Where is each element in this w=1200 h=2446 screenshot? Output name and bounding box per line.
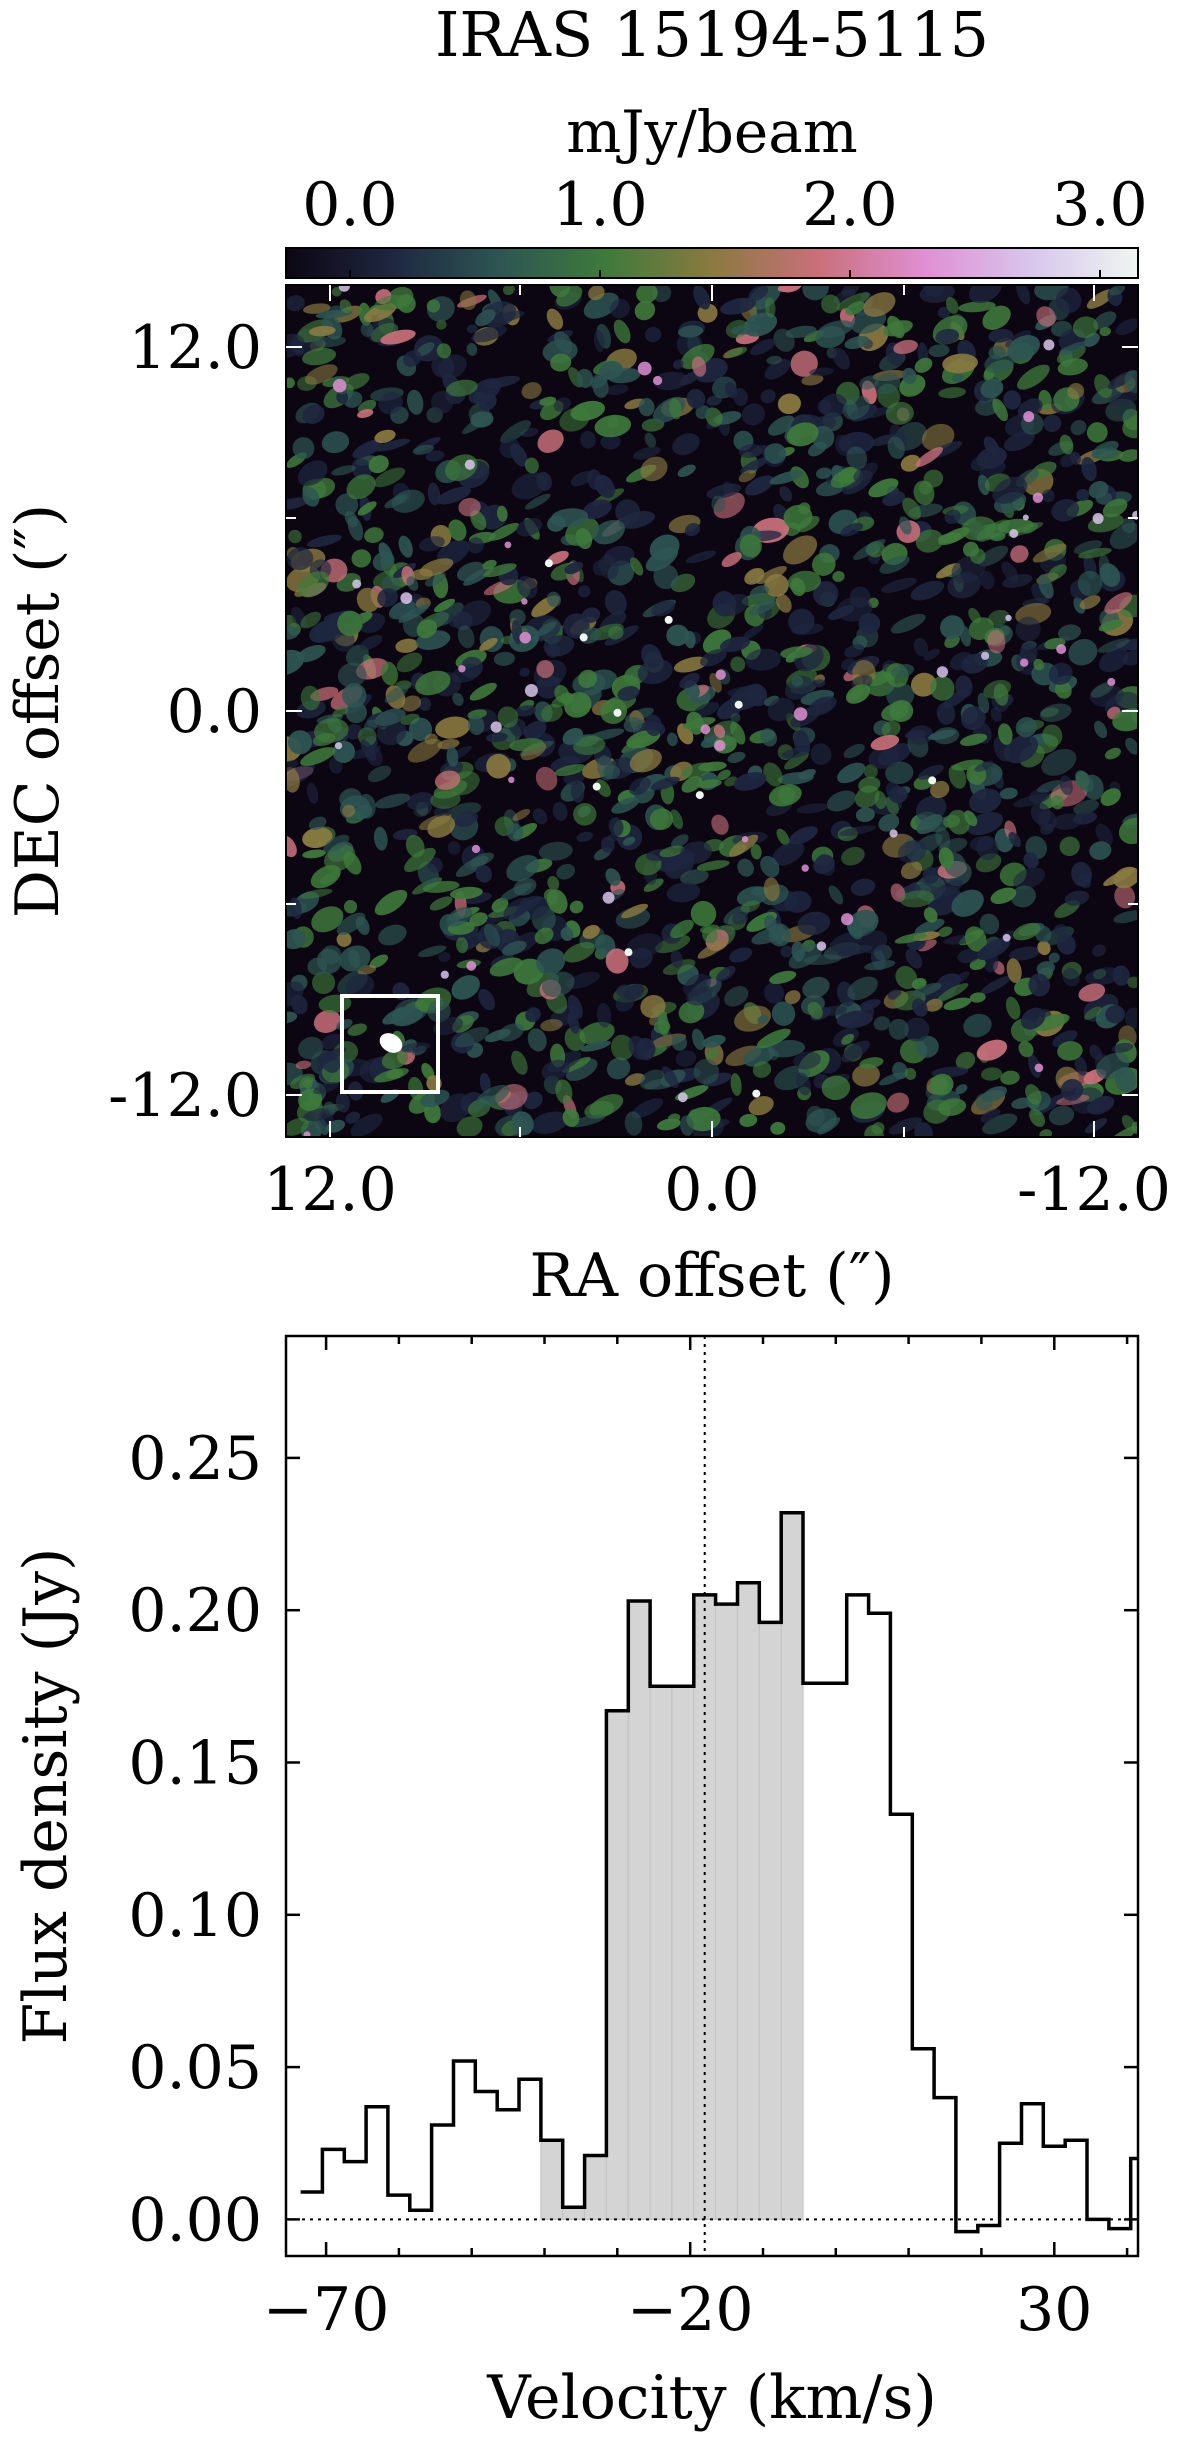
shaded-channel <box>671 1685 695 2221</box>
shaded-channel <box>714 1603 738 2221</box>
beam-ellipse <box>379 1033 403 1053</box>
spectrum-yticklabels: 0.00 0.05 0.10 0.15 0.20 0.25 <box>128 1424 262 2255</box>
map-xtick-0: 12.0 <box>263 1155 397 1225</box>
shaded-channel <box>627 1600 651 2221</box>
spectrum-xtick-2: 30 <box>1016 2275 1092 2345</box>
spectrum-ytick-5: 0.25 <box>128 1424 262 1494</box>
spectrum-ytick-4: 0.20 <box>128 1576 262 1646</box>
spectrum-ylabel: Flux density (Jy) <box>11 1548 81 2045</box>
map-xticklabels: 12.0 0.0 -12.0 <box>263 1155 1171 1225</box>
colorbar-tickmarks <box>349 270 1101 278</box>
colorbar-label: mJy/beam <box>566 98 858 166</box>
spectrum-ticks <box>286 1336 1138 2256</box>
shaded-channel <box>605 1710 629 2220</box>
spectrum-shaded-region <box>540 1512 804 2221</box>
spectrum-ytick-2: 0.10 <box>128 1881 262 1951</box>
map-yticklabels: 12.0 0.0 -12.0 <box>108 313 262 1131</box>
spectrum-ytick-3: 0.15 <box>128 1729 262 1799</box>
map-xlabel: RA offset (″) <box>529 1241 894 1311</box>
spectrum-xtick-1: −20 <box>627 2275 754 2345</box>
shaded-channel <box>540 2139 564 2220</box>
spectrum-panel: 0.00 0.05 0.10 0.15 0.20 0.25 −70 −20 30 Veloci… <box>11 1334 1140 2433</box>
beam-box <box>340 994 440 1094</box>
shaded-channel <box>736 1582 760 2221</box>
shaded-channel <box>649 1685 673 2221</box>
map-ytick-1: 0.0 <box>167 677 262 747</box>
shaded-channel <box>758 1621 782 2221</box>
colorbar <box>285 247 1139 279</box>
colorbar-ticklabels: 0.0 1.0 2.0 3.0 <box>302 170 1147 240</box>
colorbar-tick-2: 2.0 <box>802 170 897 240</box>
shaded-channel <box>583 2154 607 2221</box>
colorbar-tick-3: 3.0 <box>1052 170 1147 240</box>
map-ticks <box>286 285 1138 1137</box>
shaded-channel <box>562 2206 586 2221</box>
map-xtick-1: 0.0 <box>664 1155 759 1225</box>
map-ytick-2: -12.0 <box>108 1061 262 1131</box>
spectrum-ytick-1: 0.05 <box>128 2033 262 2103</box>
map-xtick-2: -12.0 <box>1017 1155 1171 1225</box>
colorbar-tick-1: 1.0 <box>552 170 647 240</box>
map-ytick-0: 12.0 <box>128 313 262 383</box>
shaded-channel <box>780 1512 804 2221</box>
spectrum-xlabel: Velocity (km/s) <box>486 2363 937 2433</box>
spectrum-ytick-0: 0.00 <box>128 2185 262 2255</box>
colorbar-tick-0: 0.0 <box>302 170 397 240</box>
map-ylabel: DEC offset (″) <box>3 504 73 918</box>
spectrum-step-line <box>300 1510 1138 2234</box>
emission-map <box>286 285 1138 1137</box>
spectrum-xtick-0: −70 <box>263 2275 390 2345</box>
spectrum-xticklabels: −70 −20 30 <box>263 2275 1093 2345</box>
map-title: IRAS 15194-5115 <box>435 0 989 71</box>
map-panel: IRAS 15194-5115 mJy/beam 0.0 1.0 2.0 3.0 <box>3 0 1171 1311</box>
